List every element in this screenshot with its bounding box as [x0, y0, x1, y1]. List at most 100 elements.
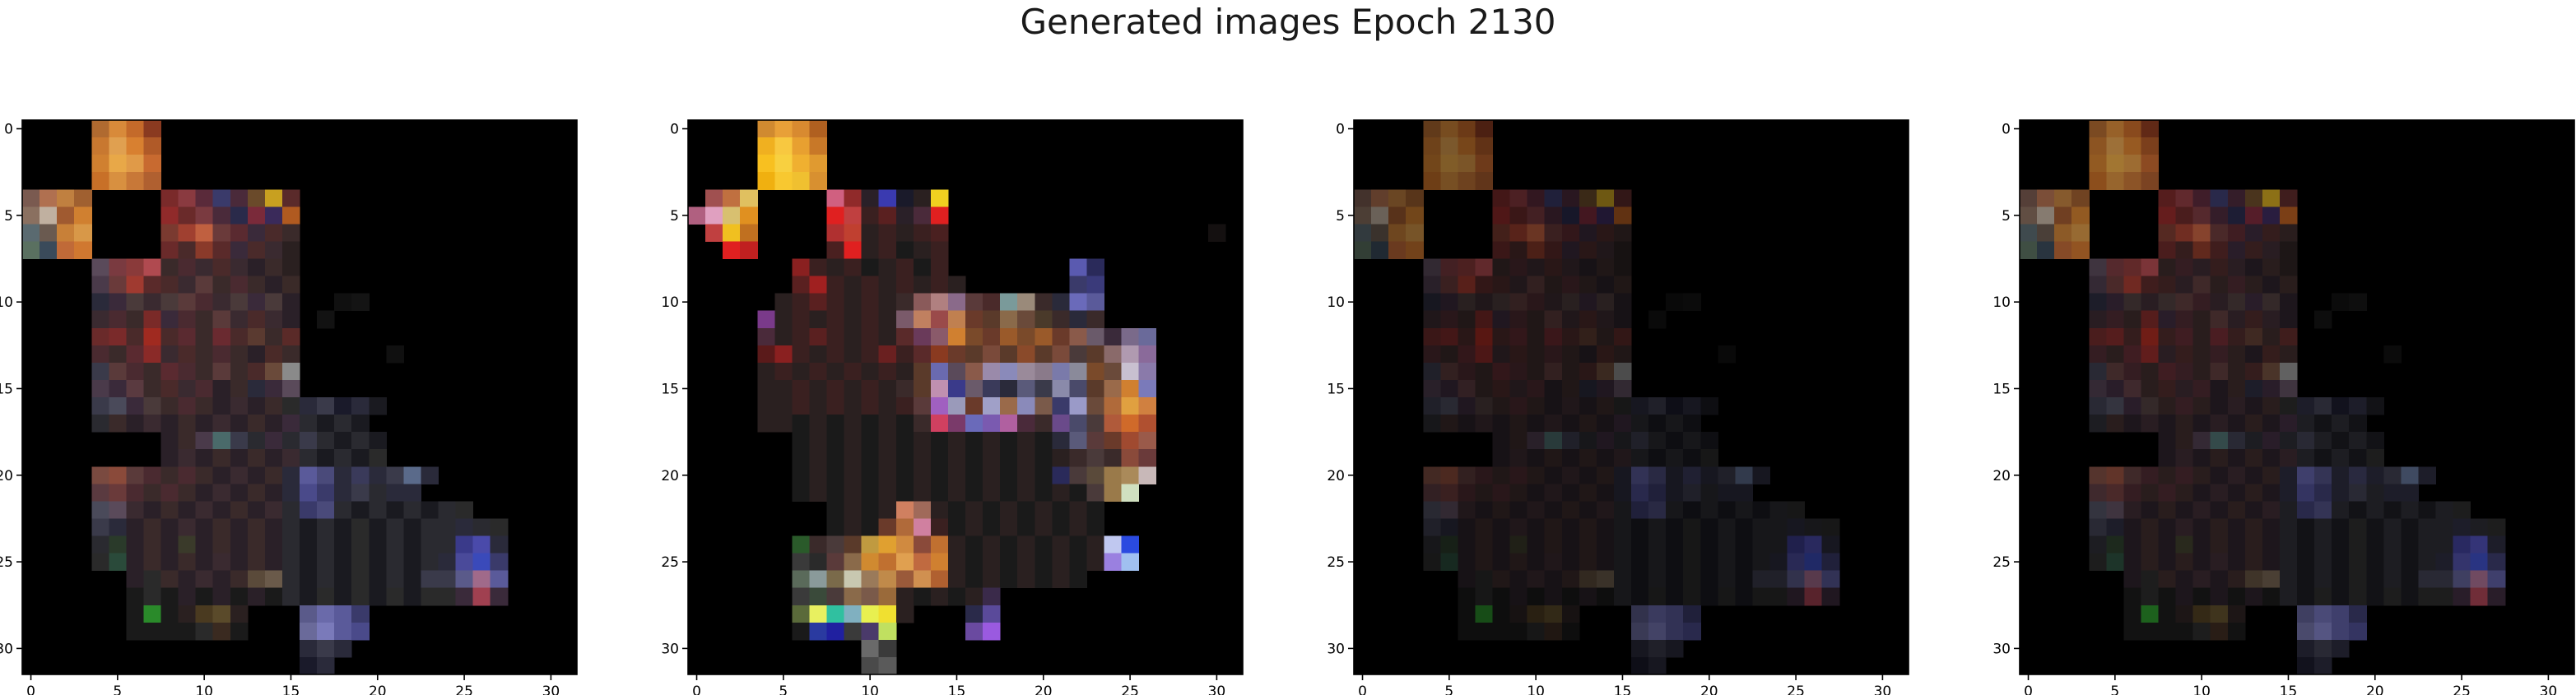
image-pixel: [1527, 553, 1546, 572]
image-pixel: [247, 293, 266, 312]
image-pixel: [1052, 535, 1070, 554]
image-pixel: [878, 622, 897, 641]
image-pixel: [844, 224, 863, 242]
image-pixel: [1423, 484, 1441, 502]
image-pixel: [2210, 605, 2229, 623]
image-pixel: [2071, 241, 2090, 259]
image-pixel: [143, 155, 161, 173]
image-pixel: [983, 587, 1001, 606]
image-pixel: [1121, 484, 1140, 502]
image-pixel: [1069, 258, 1087, 277]
image-pixel: [195, 535, 214, 554]
image-pixel: [2262, 570, 2281, 589]
image-pixel: [109, 293, 127, 312]
image-pixel: [1069, 276, 1087, 294]
image-pixel: [160, 415, 179, 433]
image-pixel: [844, 397, 863, 415]
image-pixel: [264, 345, 283, 364]
image-pixel: [2487, 518, 2506, 536]
image-pixel: [1666, 397, 1684, 415]
image-pixel: [930, 362, 949, 381]
image-pixel: [2227, 570, 2246, 589]
image-pixel: [2314, 415, 2332, 433]
image-pixel: [1561, 310, 1580, 329]
image-pixel: [2089, 379, 2107, 398]
image-pixel: [2054, 206, 2072, 225]
image-pixel: [264, 276, 283, 294]
image-pixel: [878, 276, 897, 294]
image-pixel: [2279, 484, 2298, 502]
image-pixel: [351, 397, 370, 415]
image-pixel: [809, 155, 827, 173]
image-pixel: [1787, 535, 1806, 554]
image-pixel: [1458, 327, 1476, 346]
image-pixel: [2244, 535, 2263, 554]
image-pixel: [2123, 622, 2141, 641]
image-pixel: [844, 276, 863, 294]
image-pixel: [1613, 206, 1632, 225]
image-pixel: [2244, 432, 2263, 450]
image-pixel: [230, 415, 249, 433]
image-pixel: [351, 553, 370, 572]
image-pixel: [160, 362, 179, 381]
image-pixel: [2262, 518, 2281, 536]
image-pixel: [126, 484, 144, 502]
image-pixel: [212, 449, 231, 467]
image-pixel: [1475, 345, 1493, 364]
image-pixel: [438, 553, 457, 572]
image-pixel: [1596, 587, 1615, 606]
image-pixel: [826, 535, 845, 554]
image-pixel: [2314, 622, 2332, 641]
image-pixel: [317, 570, 335, 589]
image-pixel: [160, 553, 179, 572]
image-pixel: [2141, 362, 2159, 381]
image-pixel: [1492, 622, 1511, 641]
image-pixel: [1561, 189, 1580, 207]
image-pixel: [2054, 189, 2072, 207]
image-pixel: [1579, 362, 1597, 381]
image-pixel: [2175, 570, 2194, 589]
image-pixel: [1631, 622, 1649, 641]
image-pixel: [143, 293, 161, 312]
image-pixel: [195, 449, 214, 467]
image-pixel: [2279, 501, 2298, 519]
image-pixel: [1086, 432, 1104, 450]
image-pixel: [2123, 120, 2141, 138]
image-pixel: [2244, 553, 2263, 572]
image-pixel: [143, 276, 161, 294]
image-pixel: [369, 484, 387, 502]
image-pixel: [91, 137, 109, 155]
image-pixel: [2141, 120, 2159, 138]
image-pixel: [264, 587, 283, 606]
image-pixel: [212, 587, 231, 606]
image-pixel: [895, 362, 914, 381]
image-pixel: [421, 587, 439, 606]
image-pixel: [2383, 553, 2402, 572]
image-pixel: [472, 570, 491, 589]
image-pixel: [2106, 466, 2124, 484]
image-pixel: [212, 622, 231, 641]
image-pixel: [2192, 189, 2211, 207]
image-pixel: [2089, 276, 2107, 294]
image-pixel: [2106, 155, 2124, 173]
image-pixel: [1492, 570, 1511, 589]
image-pixel: [1631, 466, 1649, 484]
image-pixel: [1406, 189, 1424, 207]
image-pixel: [1648, 553, 1667, 572]
image-pixel: [195, 622, 214, 641]
image-pixel: [212, 379, 231, 398]
image-pixel: [264, 570, 283, 589]
image-pixel: [143, 518, 161, 536]
image-pixel: [2366, 397, 2384, 415]
image-pixel: [195, 327, 214, 346]
image-pixel: [1613, 553, 1632, 572]
image-pixel: [1458, 362, 1476, 381]
image-pixel: [809, 587, 827, 606]
image-pixel: [861, 206, 880, 225]
image-pixel: [1613, 327, 1632, 346]
image-pixel: [230, 224, 249, 242]
image-pixel: [1561, 466, 1580, 484]
image-pixel: [1561, 224, 1580, 242]
image-pixel: [861, 432, 880, 450]
